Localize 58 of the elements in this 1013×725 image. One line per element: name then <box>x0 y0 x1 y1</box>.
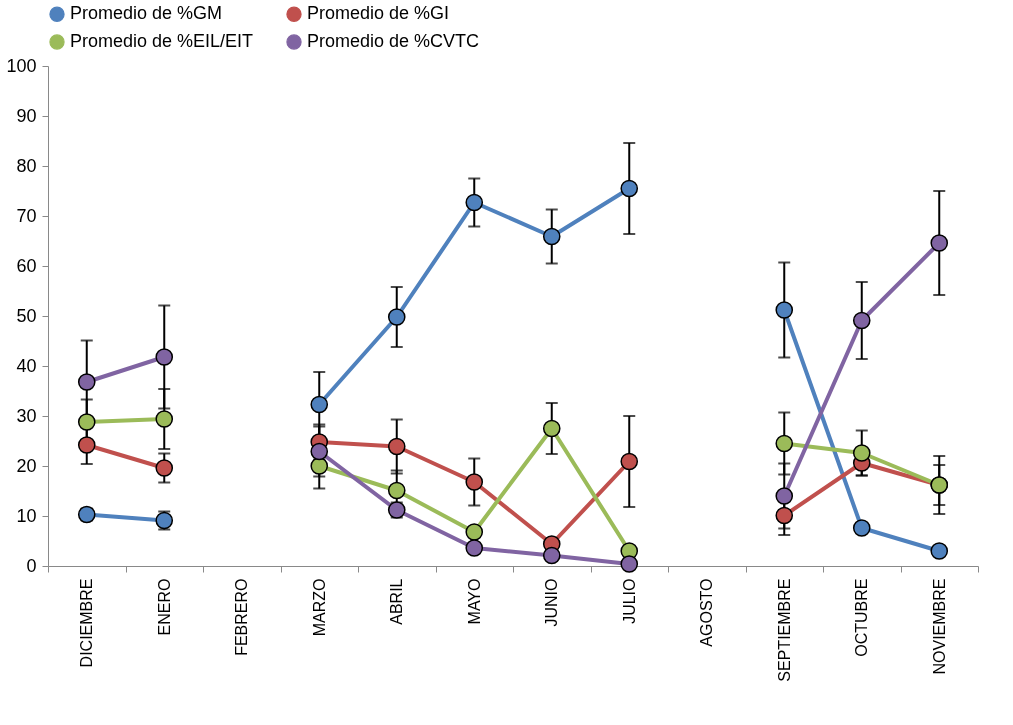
point <box>77 436 96 454</box>
point <box>620 452 639 471</box>
point <box>775 301 794 319</box>
point <box>387 437 406 456</box>
x-tick-label: ABRIL <box>388 578 406 625</box>
point <box>775 487 794 505</box>
legend-label: Promedio de %CVTC <box>307 31 480 51</box>
legend-label: Promedio de %GI <box>307 3 450 24</box>
point <box>542 227 561 246</box>
point <box>775 506 794 525</box>
legend-label: Promedio de %EIL/EIT <box>70 31 254 51</box>
x-tick-label: FEBRERO <box>233 578 251 656</box>
point <box>465 193 484 212</box>
point <box>465 473 484 491</box>
point <box>930 542 949 560</box>
point <box>930 234 949 252</box>
point <box>620 555 639 573</box>
point <box>775 434 794 453</box>
point <box>155 410 174 428</box>
y-tick-label: 30 <box>16 405 37 426</box>
point <box>77 373 96 391</box>
point <box>387 308 406 326</box>
point <box>852 519 871 537</box>
y-tick-label: 80 <box>16 155 37 176</box>
x-tick-label: DICIEMBRE <box>78 578 96 668</box>
y-tick-label: 90 <box>16 105 37 126</box>
point <box>310 442 329 461</box>
y-tick-label: 60 <box>16 255 37 276</box>
point <box>310 395 329 414</box>
y-tick-label: 50 <box>16 305 37 326</box>
point <box>542 546 561 565</box>
x-tick-label: JULIO <box>620 578 638 624</box>
y-tick-label: 20 <box>16 455 37 476</box>
x-tick-label: NOVIEMBRE <box>930 578 948 675</box>
x-tick-label: ENERO <box>155 578 173 636</box>
x-tick-label: MARZO <box>310 578 328 637</box>
legend-label: Promedio de %GM <box>70 3 223 24</box>
point <box>465 539 484 557</box>
y-tick-label: 40 <box>16 355 37 376</box>
point <box>77 413 96 431</box>
point <box>465 523 484 541</box>
point <box>387 481 406 500</box>
x-tick-label: OCTUBRE <box>853 578 871 657</box>
point <box>852 444 871 462</box>
y-tick-label: 100 <box>6 55 37 76</box>
y-tick-label: 10 <box>16 505 37 526</box>
x-tick-label: JUNIO <box>543 578 561 627</box>
y-tick-label: 0 <box>26 555 37 576</box>
point <box>310 457 329 475</box>
y-tick-label: 70 <box>16 205 37 226</box>
x-tick-label: MAYO <box>465 578 483 625</box>
x-tick-label: AGOSTO <box>698 578 716 647</box>
point <box>620 179 639 198</box>
point <box>542 419 561 438</box>
point <box>155 348 174 366</box>
point <box>155 459 174 477</box>
x-tick-label: SEPTIEMBRE <box>775 578 793 682</box>
point <box>852 311 871 330</box>
